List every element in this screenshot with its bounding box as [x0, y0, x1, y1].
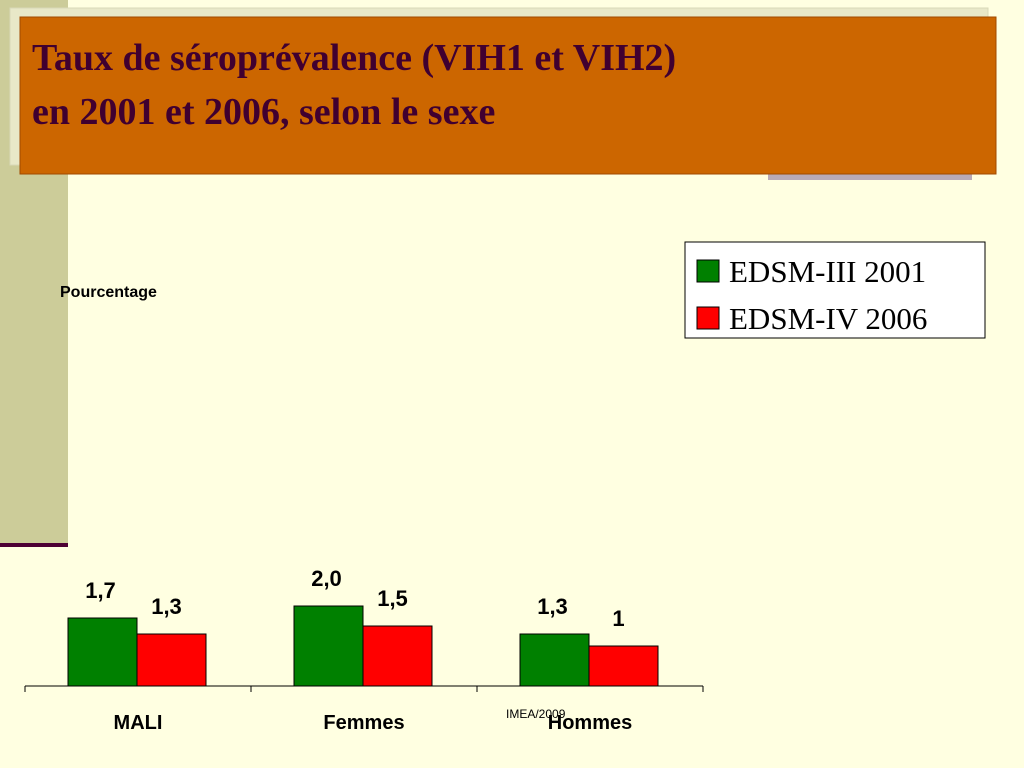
legend-label: EDSM-III 2001 — [729, 254, 926, 289]
x-tick-label: MALI — [114, 712, 163, 734]
bar — [136, 633, 207, 687]
data-label: 1,5 — [377, 586, 408, 611]
side-rule — [0, 543, 68, 547]
data-label: 1 — [612, 606, 624, 631]
data-label: 1,3 — [537, 594, 568, 619]
title-accent — [768, 170, 972, 180]
chart-title: Taux de séroprévalence (VIH1 et VIH2) — [32, 37, 676, 79]
bar — [519, 633, 590, 687]
title-box — [19, 16, 997, 175]
data-label: 2,0 — [311, 566, 342, 591]
legend-label: EDSM-IV 2006 — [729, 301, 927, 336]
legend-swatch — [696, 306, 720, 330]
data-label: 1,3 — [151, 594, 182, 619]
x-tick-label: Femmes — [323, 712, 404, 734]
bar — [293, 605, 364, 687]
x-tick-label: Hommes — [548, 712, 632, 734]
bar — [67, 617, 138, 687]
legend-swatch — [696, 259, 720, 283]
chart-title: en 2001 et 2006, selon le sexe — [32, 91, 495, 133]
data-label: 1,7 — [85, 578, 116, 603]
footer: IMEA/2009 — [506, 707, 566, 721]
bar — [588, 645, 659, 687]
y-axis-label: Pourcentage — [60, 284, 157, 301]
legend — [684, 241, 986, 339]
bar — [362, 625, 433, 687]
